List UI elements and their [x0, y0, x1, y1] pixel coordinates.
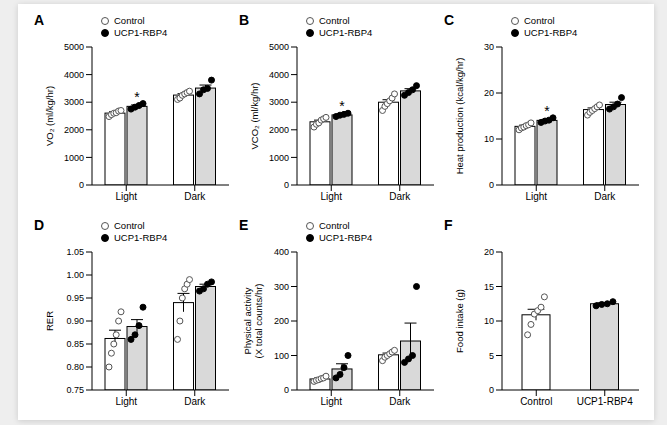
- html-text:UCP1-RBP4: UCP1-RBP4: [319, 232, 373, 243]
- svg-text:200: 200: [274, 316, 289, 326]
- svg-text:0: 0: [284, 385, 289, 395]
- svg-text:Light: Light: [525, 191, 547, 202]
- html-text:UCP1-RBP4: UCP1-RBP4: [524, 27, 578, 38]
- svg-text:RER: RER: [44, 311, 55, 331]
- svg-text:1.00: 1.00: [66, 270, 84, 280]
- svg-text:0: 0: [284, 180, 289, 190]
- svg-text:Light: Light: [320, 191, 342, 202]
- svg-text:UCP1-RBP4: UCP1-RBP4: [577, 396, 634, 407]
- svg-text:100: 100: [274, 351, 289, 361]
- svg-text:Control: Control: [520, 396, 552, 407]
- svg-text:0: 0: [489, 180, 494, 190]
- html-text:Control: Control: [319, 220, 350, 231]
- svg-text:20: 20: [484, 247, 494, 257]
- svg-text:*: *: [544, 103, 550, 119]
- svg-text:20: 20: [484, 88, 494, 98]
- svg-text:0.75: 0.75: [66, 385, 84, 395]
- svg-text:2000: 2000: [269, 125, 289, 135]
- html-text:UCP1-RBP4: UCP1-RBP4: [114, 27, 168, 38]
- html-text:F: F: [444, 217, 453, 233]
- svg-text:0: 0: [79, 180, 84, 190]
- svg-text:Food intake (g): Food intake (g): [454, 289, 465, 353]
- svg-text:1.05: 1.05: [66, 247, 84, 257]
- svg-text:5000: 5000: [269, 42, 289, 52]
- svg-text:Heat production (kcal/kg/hr): Heat production (kcal/kg/hr): [454, 58, 465, 175]
- svg-text:VCO₂ (ml/kg/hr): VCO₂ (ml/kg/hr): [249, 82, 260, 149]
- svg-text:0.85: 0.85: [66, 339, 84, 349]
- svg-text:300: 300: [274, 282, 289, 292]
- svg-text:Light: Light: [320, 396, 342, 407]
- svg-text:1000: 1000: [64, 153, 84, 163]
- html-text:UCP1-RBP4: UCP1-RBP4: [319, 27, 373, 38]
- svg-text:1000: 1000: [269, 153, 289, 163]
- svg-text:Dark: Dark: [594, 191, 616, 202]
- html-text:Control: Control: [114, 220, 145, 231]
- svg-text:Light: Light: [115, 191, 137, 202]
- svg-text:5000: 5000: [64, 42, 84, 52]
- html-text:C: C: [444, 12, 455, 28]
- svg-text:5: 5: [489, 351, 494, 361]
- svg-text:0.95: 0.95: [66, 293, 84, 303]
- svg-text:3000: 3000: [269, 97, 289, 107]
- svg-text:Dark: Dark: [184, 191, 206, 202]
- svg-text:2000: 2000: [64, 125, 84, 135]
- svg-text:*: *: [134, 89, 140, 105]
- svg-text:30: 30: [484, 42, 494, 52]
- html-text:Control: Control: [114, 15, 145, 26]
- svg-text:10: 10: [484, 134, 494, 144]
- svg-text:15: 15: [484, 282, 494, 292]
- svg-text:3000: 3000: [64, 97, 84, 107]
- html-text:Control: Control: [524, 15, 555, 26]
- svg-text:Dark: Dark: [184, 396, 206, 407]
- svg-text:10: 10: [484, 316, 494, 326]
- html-text:Control: Control: [319, 15, 350, 26]
- svg-text:4000: 4000: [64, 70, 84, 80]
- svg-text:4000: 4000: [269, 70, 289, 80]
- html-text:UCP1-RBP4: UCP1-RBP4: [114, 232, 168, 243]
- svg-text:0.90: 0.90: [66, 316, 84, 326]
- svg-text:Light: Light: [115, 396, 137, 407]
- svg-text:0: 0: [489, 385, 494, 395]
- svg-text:*: *: [339, 98, 345, 114]
- html-text:E: E: [239, 217, 249, 233]
- svg-text:VO₂ (ml/kg/hr): VO₂ (ml/kg/hr): [44, 86, 55, 146]
- svg-text:400: 400: [274, 247, 289, 257]
- svg-text:Physical activity(X total coun: Physical activity(X total counts/hr): [242, 284, 264, 359]
- html-text:B: B: [239, 12, 250, 28]
- html-text:D: D: [34, 217, 45, 233]
- svg-text:Dark: Dark: [389, 396, 411, 407]
- svg-text:Dark: Dark: [389, 191, 411, 202]
- html-text:A: A: [34, 12, 45, 28]
- svg-text:0.80: 0.80: [66, 362, 84, 372]
